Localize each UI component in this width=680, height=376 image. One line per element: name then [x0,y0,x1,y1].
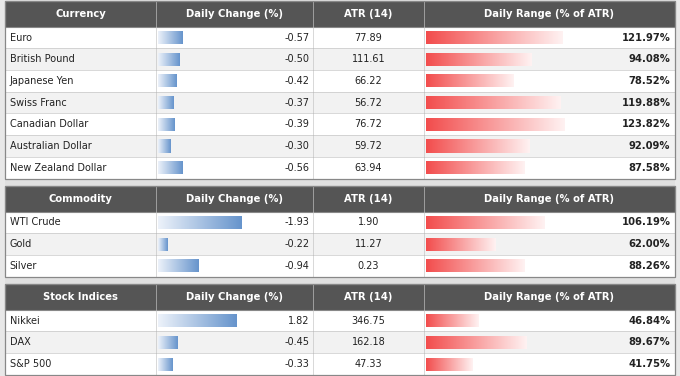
Text: 121.97%: 121.97% [622,33,670,42]
Text: Commodity: Commodity [49,194,113,204]
Text: 88.26%: 88.26% [628,261,670,271]
Bar [5,186,675,212]
Bar [5,277,675,284]
Bar [5,1,675,179]
Text: 78.52%: 78.52% [629,76,670,86]
Bar [5,255,675,277]
Text: -0.45: -0.45 [284,337,309,347]
Text: S&P 500: S&P 500 [10,359,51,369]
Text: 0.23: 0.23 [358,261,379,271]
Bar [5,70,675,92]
Bar [5,1,675,27]
Text: Daily Change (%): Daily Change (%) [186,194,283,204]
Text: 94.08%: 94.08% [628,54,670,64]
Text: Silver: Silver [10,261,37,271]
Bar [5,353,675,375]
Text: -0.39: -0.39 [284,119,309,129]
Bar [5,310,675,332]
Text: 76.72: 76.72 [354,119,382,129]
Text: -0.22: -0.22 [284,239,309,249]
Text: -0.57: -0.57 [284,33,309,42]
Text: 1.90: 1.90 [358,217,379,227]
Text: -0.42: -0.42 [284,76,309,86]
Bar [5,186,675,277]
Bar [5,332,675,353]
Text: Canadian Dollar: Canadian Dollar [10,119,88,129]
Text: -0.94: -0.94 [284,261,309,271]
Text: -0.30: -0.30 [284,141,309,151]
Text: Gold: Gold [10,239,32,249]
Text: 106.19%: 106.19% [622,217,670,227]
Bar [5,284,675,375]
Bar [5,27,675,49]
Text: Japanese Yen: Japanese Yen [10,76,74,86]
Bar [5,179,675,186]
Text: Daily Range (% of ATR): Daily Range (% of ATR) [484,9,614,19]
Text: 162.18: 162.18 [352,337,386,347]
Text: 92.09%: 92.09% [629,141,670,151]
Text: Currency: Currency [55,9,106,19]
Text: 46.84%: 46.84% [628,315,670,326]
Text: -0.50: -0.50 [284,54,309,64]
Text: 66.22: 66.22 [354,76,382,86]
Text: British Pound: British Pound [10,54,74,64]
Text: -0.33: -0.33 [284,359,309,369]
Text: 123.82%: 123.82% [622,119,670,129]
Bar [5,157,675,179]
Text: -1.93: -1.93 [284,217,309,227]
Text: Daily Range (% of ATR): Daily Range (% of ATR) [484,292,614,302]
Text: ATR (14): ATR (14) [344,292,392,302]
Text: 346.75: 346.75 [352,315,386,326]
Text: 119.88%: 119.88% [622,98,670,108]
Text: 63.94: 63.94 [355,163,382,173]
Text: 1.82: 1.82 [288,315,309,326]
Bar [5,135,675,157]
Bar [5,233,675,255]
Text: Stock Indices: Stock Indices [44,292,118,302]
Text: 77.89: 77.89 [354,33,382,42]
Text: 47.33: 47.33 [355,359,382,369]
Text: -0.37: -0.37 [284,98,309,108]
Text: 11.27: 11.27 [354,239,382,249]
Bar [5,114,675,135]
Bar [5,49,675,70]
Text: Daily Change (%): Daily Change (%) [186,9,283,19]
Bar [5,92,675,114]
Text: 89.67%: 89.67% [629,337,670,347]
Text: ATR (14): ATR (14) [344,9,392,19]
Text: 41.75%: 41.75% [628,359,670,369]
Bar [5,212,675,233]
Text: New Zealand Dollar: New Zealand Dollar [10,163,106,173]
Text: 59.72: 59.72 [354,141,382,151]
Bar [5,284,675,310]
Text: -0.56: -0.56 [284,163,309,173]
Text: ATR (14): ATR (14) [344,194,392,204]
Text: Nikkei: Nikkei [10,315,39,326]
Text: WTI Crude: WTI Crude [10,217,60,227]
Text: 87.58%: 87.58% [628,163,670,173]
Text: Euro: Euro [10,33,31,42]
Text: Australian Dollar: Australian Dollar [10,141,91,151]
Text: 62.00%: 62.00% [629,239,670,249]
Text: Daily Range (% of ATR): Daily Range (% of ATR) [484,194,614,204]
Text: DAX: DAX [10,337,31,347]
Text: 111.61: 111.61 [352,54,386,64]
Text: 56.72: 56.72 [354,98,382,108]
Text: Daily Change (%): Daily Change (%) [186,292,283,302]
Text: Swiss Franc: Swiss Franc [10,98,66,108]
